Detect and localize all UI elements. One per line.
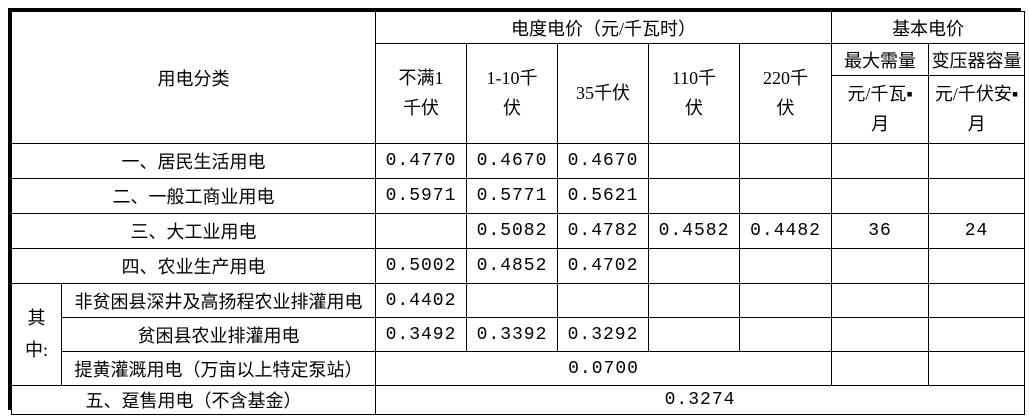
- table-row-wholesale: 五、趸售用电（不含基金） 0.3274: [11, 385, 1026, 415]
- price-cell: 0.4582: [648, 213, 740, 249]
- price-cell: [738, 317, 833, 352]
- price-table-frame: 用电分类 电度电价（元/千瓦时） 基本电价 不满1 千伏 1-10千 伏 35千…: [8, 8, 1026, 415]
- table-row-poor-county-irrigation: 贫困县农业排灌用电 0.3492 0.3392 0.3292: [12, 317, 1026, 352]
- max-demand-header: 最大需量: [831, 43, 930, 76]
- price-cell: 0.3292: [557, 317, 649, 352]
- price-cell: [738, 248, 833, 284]
- table-row-agriculture: 四、农业生产用电 0.5002 0.4852 0.4702: [11, 248, 1026, 284]
- transformer-capacity-unit: 元/千伏安▪ 月: [928, 75, 1026, 144]
- table-row-large-industry: 三、大工业用电 0.5082 0.4782 0.4582 0.4482 36 2…: [11, 213, 1026, 249]
- voltage-header-220kv: 220千 伏: [738, 43, 833, 144]
- price-cell: 0.4782: [557, 213, 649, 249]
- header-row-units: 元/千瓦▪ 月 元/千伏安▪ 月: [12, 75, 1026, 144]
- merged-price-cell: 0.0700: [374, 351, 833, 386]
- price-cell: [928, 351, 1026, 386]
- merged-price-cell: 0.3274: [374, 385, 1026, 415]
- sub-row-label: 贫困县农业排灌用电: [61, 317, 376, 352]
- price-cell: [831, 143, 930, 179]
- sub-row-label: 非贫困县深井及高扬程农业排灌用电: [61, 283, 376, 318]
- electricity-price-table: 用电分类 电度电价（元/千瓦时） 基本电价 不满1 千伏 1-10千 伏 35千…: [11, 11, 1026, 415]
- price-cell: [928, 178, 1026, 214]
- price-cell: [928, 283, 1026, 318]
- price-cell: 0.4670: [466, 143, 558, 179]
- price-cell: [928, 143, 1026, 179]
- sub-row-label: 提黄灌溉用电（万亩以上特定泵站）: [61, 351, 376, 386]
- price-cell: 0.3492: [375, 317, 467, 352]
- voltage-header-1-10kv: 1-10千 伏: [466, 43, 558, 144]
- table-row-commercial: 二、一般工商业用电 0.5971 0.5771 0.5621: [11, 178, 1026, 214]
- transformer-capacity-header: 变压器容量: [928, 43, 1026, 76]
- row-label: 四、农业生产用电: [11, 248, 376, 284]
- row-label: 一、居民生活用电: [11, 143, 376, 179]
- price-cell: 0.4402: [375, 283, 467, 318]
- price-cell: [831, 283, 930, 318]
- price-cell: [928, 248, 1026, 284]
- price-cell: 0.5002: [375, 248, 467, 284]
- price-cell: [831, 317, 930, 352]
- row-label: 三、大工业用电: [11, 213, 376, 249]
- price-cell: 24: [928, 213, 1026, 249]
- price-cell: 0.5082: [466, 213, 558, 249]
- price-cell: 36: [831, 213, 930, 249]
- price-cell: [648, 178, 740, 214]
- price-cell: 0.3392: [466, 317, 558, 352]
- price-cell: 0.4482: [738, 213, 833, 249]
- price-cell: [466, 283, 558, 318]
- header-row-columns: 不满1 千伏 1-10千 伏 35千伏 110千 伏 220千 伏 最大需量 变…: [12, 43, 1026, 144]
- table-row-yellow-river-irrigation: 提黄灌溉用电（万亩以上特定泵站） 0.0700: [12, 351, 1026, 386]
- voltage-header-35kv: 35千伏: [557, 43, 649, 144]
- price-cell: [738, 143, 833, 179]
- price-cell: [738, 178, 833, 214]
- basic-price-group-header: 基本电价: [831, 11, 1026, 44]
- table-row-non-poor-deep-well: 其 中: 非贫困县深井及高扬程农业排灌用电 0.4402: [11, 283, 1026, 386]
- price-cell: [831, 351, 930, 386]
- price-cell: 0.4702: [557, 248, 649, 284]
- price-cell: [648, 283, 740, 318]
- price-cell: 0.5621: [557, 178, 649, 214]
- row-label: 五、趸售用电（不含基金）: [11, 385, 376, 415]
- price-cell: [831, 178, 930, 214]
- price-cell: [375, 213, 467, 249]
- price-cell: [648, 248, 740, 284]
- price-cell: [648, 317, 740, 352]
- price-cell: [557, 283, 649, 318]
- table-row-residential: 一、居民生活用电 0.4770 0.4670 0.4670: [11, 143, 1026, 179]
- price-cell: [831, 248, 930, 284]
- price-cell: 0.5771: [466, 178, 558, 214]
- price-cell: [738, 283, 833, 318]
- price-cell: 0.4852: [466, 248, 558, 284]
- price-cell: 0.4670: [557, 143, 649, 179]
- voltage-header-under1kv: 不满1 千伏: [375, 43, 467, 144]
- price-cell: [648, 143, 740, 179]
- group-label-qizhong: 其 中:: [11, 283, 62, 386]
- price-cell: 0.5971: [375, 178, 467, 214]
- energy-price-group-header: 电度电价（元/千瓦时）: [374, 11, 833, 44]
- max-demand-unit: 元/千瓦▪ 月: [831, 75, 930, 144]
- header-row-groups: 用电分类 电度电价（元/千瓦时） 基本电价: [11, 11, 1026, 144]
- category-header: 用电分类: [11, 11, 376, 144]
- voltage-header-110kv: 110千 伏: [648, 43, 740, 144]
- price-cell: [928, 317, 1026, 352]
- price-cell: 0.4770: [375, 143, 467, 179]
- row-label: 二、一般工商业用电: [11, 178, 376, 214]
